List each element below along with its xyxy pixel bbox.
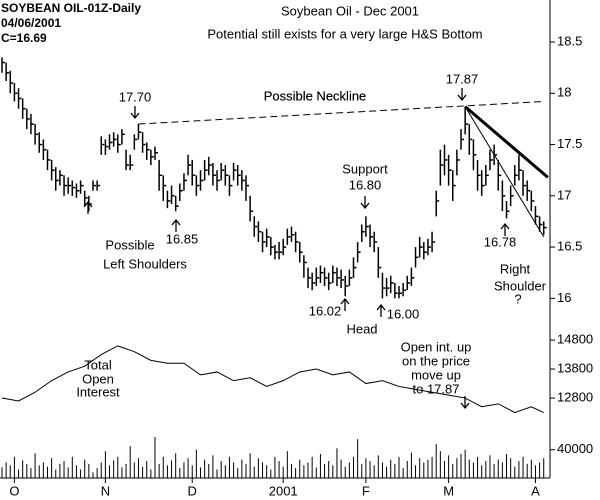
x-tick-label: D (188, 483, 197, 498)
arrow (376, 303, 386, 317)
annotation: 16.78 (484, 234, 517, 249)
annotation: Possible Neckline (264, 88, 367, 103)
x-tick-label: N (101, 483, 110, 498)
arrows (83, 88, 510, 410)
y-tick-label: 16 (557, 290, 571, 305)
y-tick-label: 40000 (557, 441, 593, 456)
annotation: Left Shoulders (103, 256, 187, 271)
annotation: Interest (76, 384, 120, 399)
y-tick-label: 17.5 (557, 136, 582, 151)
annotation: 16.00 (387, 306, 420, 321)
y-tick-label: 12800 (557, 389, 593, 404)
annotation: 17.70 (119, 89, 152, 104)
x-tick-label: F (362, 483, 370, 498)
y-tick-label: 13800 (557, 360, 593, 375)
open-interest-line (1, 345, 544, 414)
annotation: 16.02 (309, 303, 342, 318)
neckline (138, 100, 544, 125)
annotation: Head (346, 321, 377, 336)
arrow (500, 222, 510, 236)
y-tick-label: 18 (557, 85, 571, 100)
y-tick-label: 18.5 (557, 33, 582, 48)
x-tick-label: M (443, 483, 454, 498)
annotation: Open (82, 371, 114, 386)
neckline-label: Possible Neckline (264, 88, 367, 103)
annotation: 16.85 (166, 231, 199, 246)
header-close: C=16.69 (1, 31, 47, 45)
chart-title: Soybean Oil - Dec 2001 (281, 3, 419, 18)
arrow (130, 106, 140, 120)
y-tick-label: 16.5 (557, 239, 582, 254)
annotation: Right (500, 261, 531, 276)
annotation: Total (84, 357, 112, 372)
arrow (340, 297, 350, 311)
x-tick-label: A (531, 483, 540, 498)
y-tick-label: 17 (557, 187, 571, 202)
trendline (464, 106, 545, 238)
chart-subtitle: Potential still exists for a very large … (207, 26, 482, 41)
annotation: Support (342, 161, 388, 176)
annotation: 17.87 (446, 71, 479, 86)
y-tick-label: 14800 (557, 332, 593, 347)
annotation: move up (411, 367, 461, 382)
x-tick-label: O (9, 483, 19, 498)
annotation: Possible (105, 237, 154, 252)
arrow (360, 196, 370, 210)
header-symbol: SOYBEAN OIL-01Z-Daily (1, 1, 141, 15)
annotation: Open int. up (401, 339, 472, 354)
annotation: 16.80 (349, 177, 382, 192)
annotation: on the price (402, 353, 470, 368)
x-tick-label: 2001 (269, 483, 298, 498)
trendline (464, 105, 549, 179)
arrow (171, 218, 181, 232)
header-date: 04/06/2001 (1, 16, 61, 30)
arrow (457, 88, 467, 102)
annotation: ? (514, 291, 521, 306)
annotation: Shoulder (494, 278, 547, 293)
annotation: to 17.87 (413, 381, 460, 396)
